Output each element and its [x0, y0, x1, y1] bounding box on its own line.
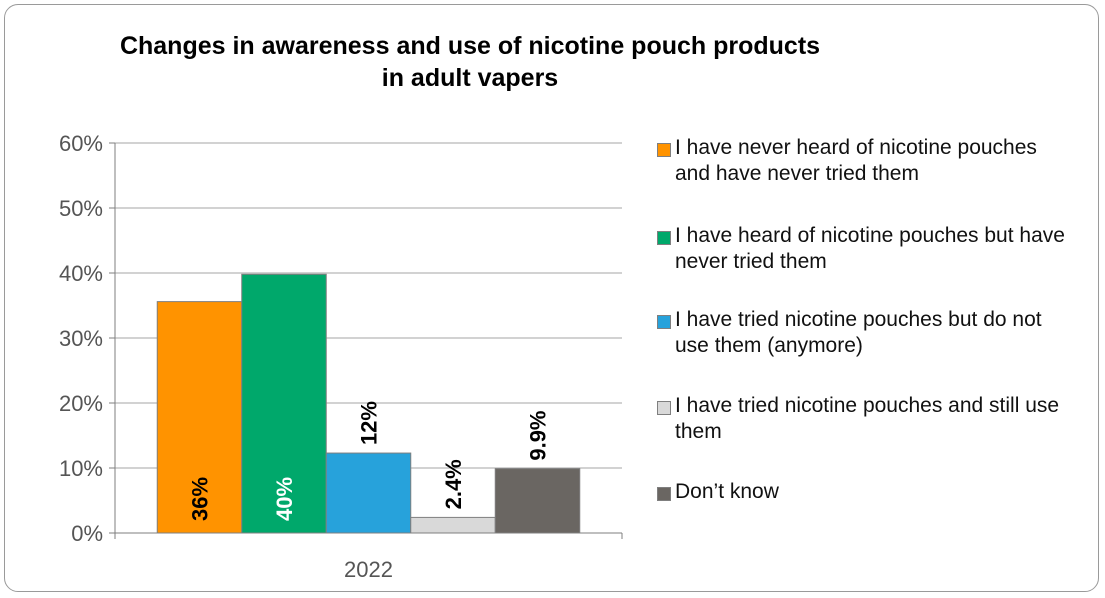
bar [410, 516, 496, 534]
legend-label: I have never heard of nicotine pouches a… [675, 136, 1037, 185]
y-tick-label: 50% [59, 196, 103, 221]
legend-item: I have never heard of nicotine pouches a… [657, 135, 1075, 187]
legend-item: I have heard of nicotine pouches but hav… [657, 223, 1075, 275]
legend-item: Don’t know [657, 479, 1075, 505]
y-tick-label: 30% [59, 326, 103, 351]
legend-swatch [657, 401, 671, 415]
chart-title: Changes in awareness and use of nicotine… [80, 30, 860, 94]
data-label: 36% [188, 477, 213, 521]
legend-swatch [657, 487, 671, 501]
legend-swatch [657, 315, 671, 329]
x-category-label: 2022 [344, 557, 393, 582]
legend-swatch [657, 143, 671, 157]
data-label: 40% [272, 477, 297, 521]
chart-title-line-2: in adult vapers [381, 64, 559, 92]
data-label: 12% [357, 401, 382, 445]
legend-label: I have tried nicotine pouches and still … [675, 394, 1060, 443]
legend-item: I have tried nicotine pouches but do not… [657, 307, 1075, 359]
chart-title-line-1: Changes in awareness and use of nicotine… [119, 32, 821, 60]
y-tick-label: 60% [59, 131, 103, 156]
legend-swatch [657, 231, 671, 245]
y-tick-label: 40% [59, 261, 103, 286]
legend-item: I have tried nicotine pouches and still … [657, 393, 1075, 445]
bar [325, 452, 412, 534]
legend-label: Don’t know [675, 480, 779, 503]
bar [156, 301, 243, 534]
data-label: 9.9% [526, 410, 551, 460]
y-tick-label: 0% [71, 521, 103, 546]
legend-label: I have heard of nicotine pouches but hav… [675, 224, 1065, 273]
bar [241, 273, 327, 534]
y-tick-label: 20% [59, 391, 103, 416]
bar [494, 468, 581, 534]
legend-label: I have tried nicotine pouches but do not… [675, 308, 1042, 357]
data-label: 2.4% [441, 459, 466, 509]
y-tick-label: 10% [59, 456, 103, 481]
